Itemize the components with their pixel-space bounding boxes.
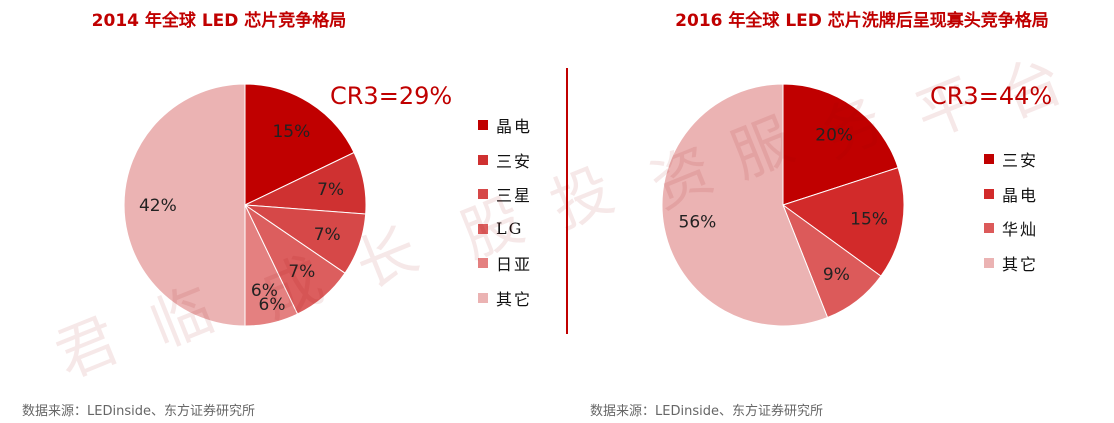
legend-swatch (984, 223, 994, 234)
legend-label: 三星 (496, 186, 533, 206)
legend-swatch (478, 223, 488, 234)
slice-data-label: 6% (259, 295, 286, 315)
legend-label: 晶电 (1002, 185, 1039, 205)
slice-data-label: 7% (288, 262, 315, 282)
chart-title: 2014 年全球 LED 芯片竞争格局 (91, 11, 347, 31)
legend-label: LG (496, 219, 524, 239)
legend-item: 晶电 (984, 177, 1038, 212)
legend-swatch (478, 292, 488, 303)
legend-label: 三安 (496, 151, 533, 171)
legend-label: 日亚 (496, 255, 533, 275)
legend-item: 日亚 (478, 246, 532, 281)
legend-swatch (984, 188, 994, 199)
slice-data-label: 9% (823, 265, 850, 285)
legend-item: 其它 (984, 246, 1038, 281)
legend: 晶电三安三星 LG 日亚其它 (478, 108, 532, 315)
panel-divider (566, 68, 568, 334)
legend-label: 其它 (496, 289, 533, 309)
legend-swatch (984, 154, 994, 165)
legend-item: 三安 (478, 143, 532, 178)
legend-item: 晶电 (478, 108, 532, 143)
slice-data-label: 42% (139, 196, 177, 216)
legend: 三安 晶电 华灿 其它 (984, 142, 1038, 280)
legend-item: 其它 (478, 281, 532, 316)
pie-slice (781, 166, 905, 277)
legend-swatch (478, 189, 488, 200)
legend-item: 三安 (984, 142, 1038, 177)
slice-data-label: 15% (850, 210, 888, 230)
slice-data-label: 6% (251, 281, 278, 301)
legend-label: 华灿 (1002, 220, 1039, 240)
source-note: 数据来源：LEDinside、东方证券研究所 (22, 404, 255, 419)
legend-item: LG (478, 212, 532, 247)
pie-slice (782, 83, 899, 206)
legend-label: 其它 (1002, 254, 1039, 274)
cr3-annotation: CR3=44% (930, 82, 1053, 110)
pie-slice (244, 83, 355, 206)
pie-slice (661, 83, 829, 327)
legend-label: 晶电 (496, 117, 533, 137)
source-note: 数据来源：LEDinside、东方证券研究所 (590, 404, 823, 419)
chart-title: 2016 年全球 LED 芯片洗牌后呈现寡头竞争格局 (675, 11, 1049, 31)
pie-slice (123, 83, 246, 327)
slice-data-label: 20% (815, 126, 853, 146)
slice-data-label: 15% (272, 122, 310, 142)
slice-data-label: 56% (679, 212, 717, 232)
pie-chart-2016: 20% 15% 9% 56% (661, 83, 905, 327)
legend-swatch (478, 120, 488, 131)
slice-data-label: 7% (317, 180, 344, 200)
cr3-annotation: CR3=29% (330, 82, 453, 110)
chart-panel-2016: 2016 年全球 LED 芯片洗牌后呈现寡头竞争格局 20% 15% 9% 56% C… (572, 0, 1114, 423)
legend-label: 三安 (1002, 151, 1039, 171)
legend-swatch (478, 258, 488, 269)
slice-data-label: 7% (314, 225, 341, 245)
pie-chart-2014: 15%7%7%7%6%42%6% (123, 83, 367, 327)
legend-item: 三星 (478, 177, 532, 212)
legend-item: 华灿 (984, 211, 1038, 246)
legend-swatch (984, 257, 994, 268)
chart-panel-2014: 2014 年全球 LED 芯片竞争格局 15% 7% 7% 7% 6% 42% 6% CR3… (22, 11, 532, 419)
legend-swatch (478, 154, 488, 165)
